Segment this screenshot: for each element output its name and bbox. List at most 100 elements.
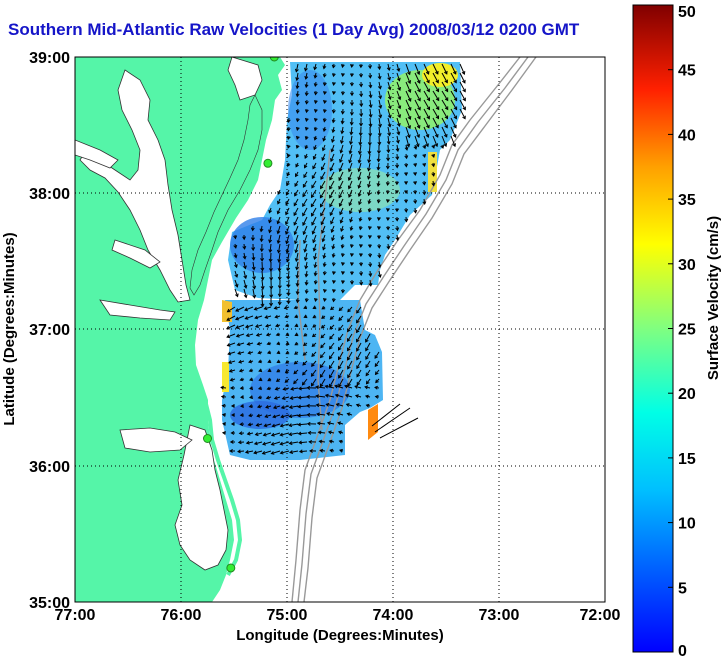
velocity-arrow: [356, 333, 362, 343]
velocity-arrow-head: [295, 85, 300, 90]
velocity-arrow: [432, 99, 440, 110]
velocity-arrow-head: [302, 371, 306, 376]
colorbar-tick-label: 5: [678, 580, 687, 597]
velocity-arrow-head: [336, 412, 341, 416]
velocity-arrow-head: [344, 384, 349, 389]
velocity-arrow: [432, 108, 439, 119]
velocity-arrow: [235, 306, 245, 312]
velocity-arrow: [356, 351, 362, 360]
velocity-arrow-head: [294, 258, 299, 263]
velocity-arrow-head: [242, 236, 247, 241]
velocity-arrow-head: [304, 273, 309, 278]
velocity-arrow-head: [280, 405, 285, 410]
velocity-arrow: [348, 198, 353, 206]
velocity-arrow-head: [452, 143, 456, 148]
velocity-arrow-head: [368, 104, 373, 109]
velocity-arrow-head: [302, 361, 307, 366]
velocity-arrow-head: [227, 360, 232, 364]
velocity-arrow: [423, 63, 430, 75]
velocity-arrow: [358, 153, 362, 163]
velocity-arrow-head: [358, 64, 363, 69]
velocity-arrow: [396, 99, 401, 109]
velocity-arrow-head: [340, 82, 345, 87]
velocity-arrow-head: [253, 450, 258, 455]
colorbar-tick-label: 10: [678, 516, 696, 533]
velocity-arrow-head: [260, 276, 265, 281]
velocity-arrow-head: [316, 412, 320, 417]
velocity-arrow: [432, 126, 439, 138]
velocity-arrow-head: [368, 114, 373, 118]
velocity-arrow-head: [254, 432, 259, 437]
velocity-arrow-head: [288, 414, 293, 419]
velocity-arrow: [264, 423, 272, 427]
velocity-arrow-head: [426, 79, 430, 84]
velocity-arrow-head: [368, 65, 373, 70]
velocity-arrow-head: [284, 379, 289, 383]
velocity-arrow-head: [367, 183, 371, 188]
velocity-arrow-head: [221, 403, 226, 408]
velocity-arrow-head: [347, 374, 351, 379]
velocity-arrow-head: [376, 150, 381, 155]
velocity-arrow-head: [256, 341, 261, 346]
velocity-arrow: [293, 198, 299, 206]
velocity-arrow: [285, 207, 290, 215]
velocity-arrow-head: [239, 422, 244, 427]
velocity-arrow: [280, 432, 290, 436]
velocity-arrow: [316, 404, 326, 407]
velocity-arrow-head: [279, 441, 284, 446]
velocity-arrow-head: [356, 347, 360, 352]
velocity-arrow-head: [311, 230, 316, 235]
velocity-arrow-head: [340, 64, 345, 69]
velocity-arrow: [286, 243, 290, 253]
velocity-arrow: [277, 207, 281, 214]
velocity-arrow: [405, 108, 411, 120]
velocity-arrow-head: [349, 218, 354, 223]
velocity-arrow-head: [462, 97, 466, 102]
velocity-arrow: [329, 207, 335, 216]
velocity-arrow: [329, 378, 335, 388]
velocity-arrow-head: [340, 130, 345, 135]
velocity-arrow-head: [431, 172, 436, 177]
velocity-arrow: [320, 360, 326, 368]
velocity-arrow: [280, 441, 290, 445]
velocity-arrow: [414, 126, 420, 138]
velocity-arrow-head: [285, 332, 290, 337]
velocity-arrow: [396, 108, 401, 118]
velocity-arrow-head: [431, 163, 436, 168]
velocity-arrow: [368, 162, 371, 171]
velocity-arrow-head: [286, 182, 290, 187]
velocity-arrow: [441, 126, 448, 138]
velocity-arrow-head: [293, 360, 298, 365]
velocity-arrow-head: [326, 421, 331, 426]
velocity-arrow-head: [444, 106, 449, 111]
velocity-arrow-head: [243, 294, 248, 299]
velocity-arrow: [330, 153, 335, 162]
velocity-arrow: [347, 315, 353, 322]
velocity-arrow-head: [435, 88, 440, 93]
velocity-arrow-head: [330, 158, 334, 163]
velocity-arrow: [329, 189, 335, 199]
velocity-arrow-head: [376, 166, 381, 171]
velocity-arrow: [348, 180, 353, 189]
velocity-arrow: [432, 90, 440, 101]
velocity-arrow-head: [329, 194, 333, 199]
velocity-arrow-head: [324, 393, 329, 398]
velocity-arrow-head: [407, 80, 412, 85]
velocity-arrow-head: [422, 201, 427, 206]
velocity-arrow: [356, 324, 362, 333]
velocity-arrow: [237, 351, 245, 355]
velocity-arrow-head: [259, 228, 264, 233]
velocity-arrow-head: [320, 344, 324, 349]
velocity-arrow-head: [331, 91, 336, 95]
velocity-arrow: [369, 99, 372, 108]
velocity-arrow: [378, 153, 380, 162]
velocity-arrow: [450, 63, 457, 75]
velocity-arrow: [356, 360, 362, 369]
velocity-arrow: [269, 225, 272, 233]
velocity-arrow-head: [330, 306, 334, 311]
velocity-arrow-head: [230, 403, 235, 408]
velocity-arrow-head: [453, 79, 457, 84]
velocity-arrow-head: [227, 351, 232, 356]
velocity-arrow-head: [462, 79, 466, 84]
velocity-arrow: [265, 414, 272, 418]
